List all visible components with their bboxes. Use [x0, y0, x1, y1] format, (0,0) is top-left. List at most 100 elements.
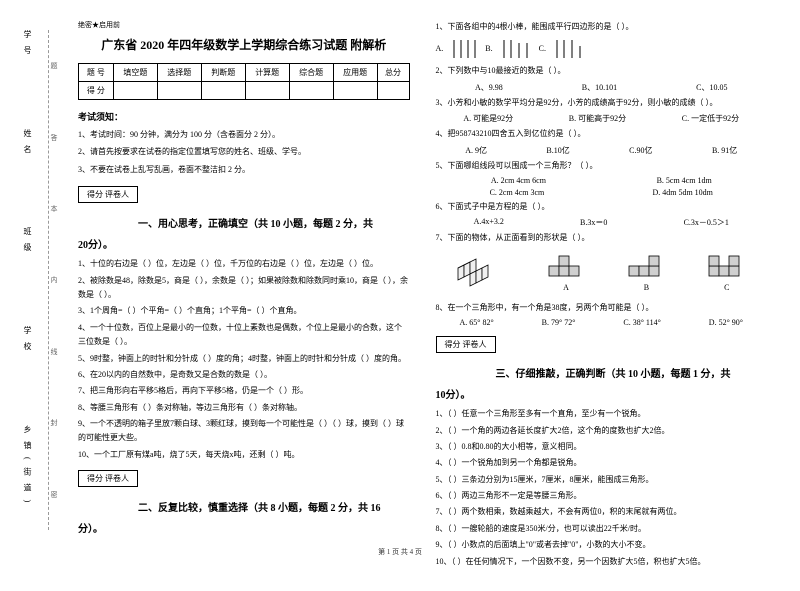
sticks-a-icon — [451, 38, 477, 60]
opt: B.10亿 — [546, 145, 569, 156]
s2-q7: 7、下面的物体，从正面看到的形状是（ ）。 — [436, 231, 768, 245]
q6-options: A.4x+3.2 B.3x＝0 C.3x－0.5＞1 — [436, 217, 768, 228]
margin-label-class: 班级 — [22, 227, 33, 259]
section3-tail: 10分）。 — [436, 386, 768, 401]
s1-q2: 2、被除数是48，除数是5，商是（ ），余数是（ ）；如果被除数和除数同时乘10… — [78, 274, 410, 303]
opt: B. 可能高于92分 — [569, 113, 626, 124]
opt: C. 38° 114° — [623, 318, 660, 327]
cube-solid — [453, 252, 508, 295]
opt: A. 65° 82° — [459, 318, 493, 327]
exam-title: 广东省 2020 年四年级数学上学期综合练习试题 附解析 — [78, 36, 410, 53]
margin-label-school: 学校 — [22, 326, 33, 358]
s1-q5: 5、9时整，钟面上的时针和分针成（ ）度的角；4时整，钟面上的时针和分针成（ ）… — [78, 352, 410, 366]
margin-label-id: 学号 — [22, 30, 33, 62]
eval-box: 得分 评卷人 — [78, 470, 138, 487]
opt: A. 2cm 4cm 6cm — [491, 176, 546, 185]
opt: D. 4dm 5dm 10dm — [652, 188, 712, 197]
eval-box: 得分 评卷人 — [436, 336, 496, 353]
notice-item: 1、考试时间：90 分钟，满分为 100 分（含卷面分 2 分）。 — [78, 128, 410, 142]
s3-q6: 6、（ ）两边三角形不一定是等腰三角形。 — [436, 489, 768, 503]
cube-c: C — [704, 252, 749, 295]
marker: 本 — [49, 202, 59, 215]
q3-options: A. 可能是92分 B. 可能高于92分 C. 一定低于92分 — [436, 113, 768, 124]
s1-q10: 10、一个工厂原有煤a吨，烧了5天，每天烧x吨，还剩（ ）吨。 — [78, 448, 410, 462]
opt: C.3x－0.5＞1 — [684, 217, 729, 228]
sticks-c-icon — [554, 38, 584, 60]
left-column: 绝密★启用前 广东省 2020 年四年级数学上学期综合练习试题 附解析 题 号 … — [70, 20, 418, 571]
score-cell — [377, 82, 409, 100]
score-header: 填空题 — [113, 64, 157, 82]
eval-box: 得分 评卷人 — [78, 186, 138, 203]
marker: 内 — [49, 273, 59, 286]
q2-options: A、9.98 B、10.101 C、10.05 — [436, 82, 768, 93]
right-column: 1、下面各组中的4根小棒，能围成平行四边形的是（ ）。 A. B. C. 2、下… — [428, 20, 776, 571]
s3-q4: 4、（ ）一个锐角加到另一个角都是锐角。 — [436, 456, 768, 470]
section1-head: 一、用心思考，正确填空（共 10 小题，每题 2 分，共 — [78, 215, 410, 230]
notice-header: 考试须知： — [78, 110, 410, 123]
s2-q3: 3、小芳和小敏的数学平均分是92分，小芳的成绩高于92分，则小敏的成绩（ ）。 — [436, 96, 768, 110]
score-cell — [201, 82, 245, 100]
margin-label-name: 姓名 — [22, 129, 33, 161]
s2-q6: 6、下面式子中是方程的是（ ）。 — [436, 200, 768, 214]
score-row-label: 得 分 — [79, 82, 114, 100]
s2-q4: 4、把958743210四舍五入到亿位约是（ ）。 — [436, 127, 768, 141]
s3-q7: 7、（ ）两个数相乘，数越乘越大，不会有两位0，积的末尾就有两位。 — [436, 505, 768, 519]
s1-q4: 4、一个十位数，百位上是最小的一位数，十位上素数也是偶数，个位上是最小的合数，这… — [78, 321, 410, 350]
section3-head: 三、仔细推敲，正确判断（共 10 小题，每题 1 分，共 — [436, 365, 768, 380]
score-cell — [113, 82, 157, 100]
marker: 线 — [49, 345, 59, 358]
s3-q2: 2、（ ）一个角的两边各延长度扩大2倍，这个角的度数也扩大2倍。 — [436, 424, 768, 438]
marker: 答 — [49, 131, 59, 144]
section2-tail: 分）。 — [78, 520, 410, 535]
s2-q2: 2、下列数中与10最接近的数是（ ）。 — [436, 64, 768, 78]
s3-q1: 1、（ ）任意一个三角形至多有一个直角，至少有一个锐角。 — [436, 407, 768, 421]
s1-q6: 6、在20以内的自然数中，是奇数又是合数的数是（ ）。 — [78, 368, 410, 382]
marker: 题 — [49, 59, 59, 72]
opt-b-label: B. — [485, 44, 492, 53]
opt-label: A — [563, 283, 569, 292]
margin-label-town: 乡镇(街道) — [22, 425, 33, 510]
secret-label: 绝密★启用前 — [78, 20, 410, 30]
opt: B. 79° 72° — [542, 318, 576, 327]
s2-q8: 8、在一个三角形中，有一个角是38度，另两个角可能是（ ）。 — [436, 301, 768, 315]
sticks-b-icon — [501, 38, 531, 60]
opt: A. 可能是92分 — [463, 113, 513, 124]
opt-label: C — [724, 283, 729, 292]
opt: A. 9亿 — [465, 145, 487, 156]
s2-q5: 5、下面哪组线段可以围成一个三角形？（ ）。 — [436, 159, 768, 173]
opt: C. 2cm 4cm 3cm — [490, 188, 545, 197]
s3-q3: 3、（ ）0.8和0.80的大小相等，意义相同。 — [436, 440, 768, 454]
score-header: 应用题 — [333, 64, 377, 82]
q5-options: A. 2cm 4cm 6cm B. 5cm 4cm 1dm — [436, 176, 768, 185]
s1-q8: 8、等腰三角形有（ ）条对称轴，等边三角形有（ ）条对称轴。 — [78, 401, 410, 415]
opt: B、10.101 — [582, 82, 617, 93]
s1-q3: 3、1个周角=（ ）个平角=（ ）个直角；1个平角=（ ）个直角。 — [78, 304, 410, 318]
score-header: 计算题 — [245, 64, 289, 82]
score-cell — [245, 82, 289, 100]
section2-head: 二、反复比较，慎重选择（共 8 小题，每题 2 分，共 16 — [78, 499, 410, 514]
opt: B. 5cm 4cm 1dm — [657, 176, 712, 185]
opt: C. 一定低于92分 — [682, 113, 739, 124]
s1-q1: 1、十位的右边是（ ）位，左边是（ ）位，千万位的右边是（ ）位，左边是（ ）位… — [78, 257, 410, 271]
s1-q7: 7、把三角形向右平移5格后，再向下平移5格，仍是一个（ ）形。 — [78, 384, 410, 398]
opt: C.90亿 — [629, 145, 652, 156]
score-cell — [289, 82, 333, 100]
q5-options2: C. 2cm 4cm 3cm D. 4dm 5dm 10dm — [436, 188, 768, 197]
section1-tail: 20分）。 — [78, 236, 410, 251]
cube-b: B — [624, 252, 669, 295]
s3-q8: 8、（ ）一艘轮船的速度是350米/分，也可以读出22千米/时。 — [436, 522, 768, 536]
marker: 密 — [49, 488, 59, 501]
score-header: 总分 — [377, 64, 409, 82]
opt: A.4x+3.2 — [474, 217, 504, 228]
opt: A、9.98 — [475, 82, 503, 93]
q1-options: A. B. C. — [436, 38, 768, 60]
cube-a: A — [544, 252, 589, 295]
opt-label: B — [644, 283, 649, 292]
opt: C、10.05 — [696, 82, 727, 93]
score-header: 选择题 — [157, 64, 201, 82]
notice-item: 3、不要在试卷上乱写乱画，卷面不整洁扣 2 分。 — [78, 163, 410, 177]
page-footer: 第 1 页 共 4 页 — [0, 547, 800, 557]
opt: D. 52° 90° — [709, 318, 743, 327]
marker: 封 — [49, 416, 59, 429]
cube-figures: A B C — [436, 252, 768, 295]
